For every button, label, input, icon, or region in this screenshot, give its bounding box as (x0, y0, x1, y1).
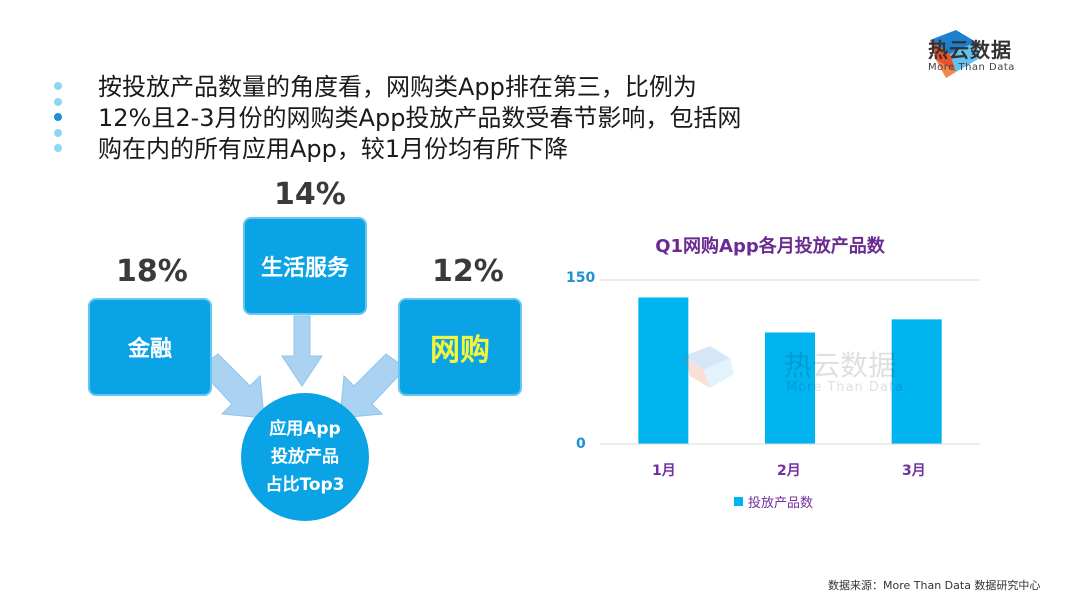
bullet-dot-icon (54, 82, 62, 90)
x-tick-label: 1月 (652, 463, 676, 479)
y-tick-label: 0 (576, 436, 586, 452)
bar-2月 (765, 332, 815, 444)
brand-tagline: More Than Data (928, 62, 1015, 73)
y-tick-label: 150 (566, 270, 596, 286)
arrow-down-icon (281, 315, 323, 387)
watermark-name: 热云数据 (784, 349, 897, 382)
legend-label: 投放产品数 (748, 496, 814, 511)
category-box-shopping: 网购 (398, 298, 522, 396)
brand-name: 热云数据 (928, 38, 1012, 62)
bullet-line: 购在内的所有应用App，较1月份均有所下降 (50, 134, 830, 164)
data-source-note: 数据来源：More Than Data 数据研究中心 (828, 579, 1041, 592)
diagram-arrows (197, 315, 407, 419)
brand-logo-icon (930, 30, 980, 78)
center-line: 投放产品 (270, 447, 339, 467)
chart-title: Q1网购App各月投放产品数 (655, 236, 885, 257)
center-line: 占比Top3 (265, 475, 345, 495)
x-tick-label: 3月 (902, 463, 926, 479)
bullet-text: 12%且2-3月份的网购类App投放产品数受春节影响，包括网 (98, 104, 742, 132)
bullet-dot-icon (54, 144, 62, 152)
percent-shopping: 12% (432, 254, 504, 289)
category-box-finance: 金融 (88, 298, 212, 396)
bar-chart (600, 279, 980, 445)
watermark-tagline: More Than Data (786, 380, 904, 395)
category-label: 网购 (430, 333, 490, 368)
category-label: 金融 (127, 337, 172, 362)
center-text: 应用App 投放产品 占比Top3 (265, 415, 344, 499)
watermark-logo-icon (684, 346, 734, 388)
bullet-dot-icon (54, 98, 62, 106)
bullet-line: 12%且2-3月份的网购类App投放产品数受春节影响，包括网 (50, 103, 830, 133)
bullet-text: 购在内的所有应用App，较1月份均有所下降 (98, 135, 569, 163)
category-label: 生活服务 (260, 256, 349, 281)
arrow-right-icon (339, 353, 407, 419)
bullet-line: 按投放产品数量的角度看，网购类App排在第三，比例为 (50, 72, 830, 102)
bullet-dot-icon (54, 113, 62, 121)
arrow-left-icon (197, 353, 265, 419)
percent-finance: 18% (116, 254, 188, 289)
x-tick-label: 2月 (777, 463, 801, 479)
bullet-dot-icon (54, 129, 62, 137)
center-circle: 应用App 投放产品 占比Top3 (241, 393, 369, 521)
center-line: 应用App (269, 419, 341, 439)
legend-swatch (734, 497, 743, 506)
bullet-text: 按投放产品数量的角度看，网购类App排在第三，比例为 (98, 73, 697, 101)
bar-1月 (638, 297, 689, 444)
bar-3月 (891, 319, 942, 444)
percent-life-service: 14% (274, 177, 346, 212)
category-box-life-service: 生活服务 (243, 217, 367, 315)
